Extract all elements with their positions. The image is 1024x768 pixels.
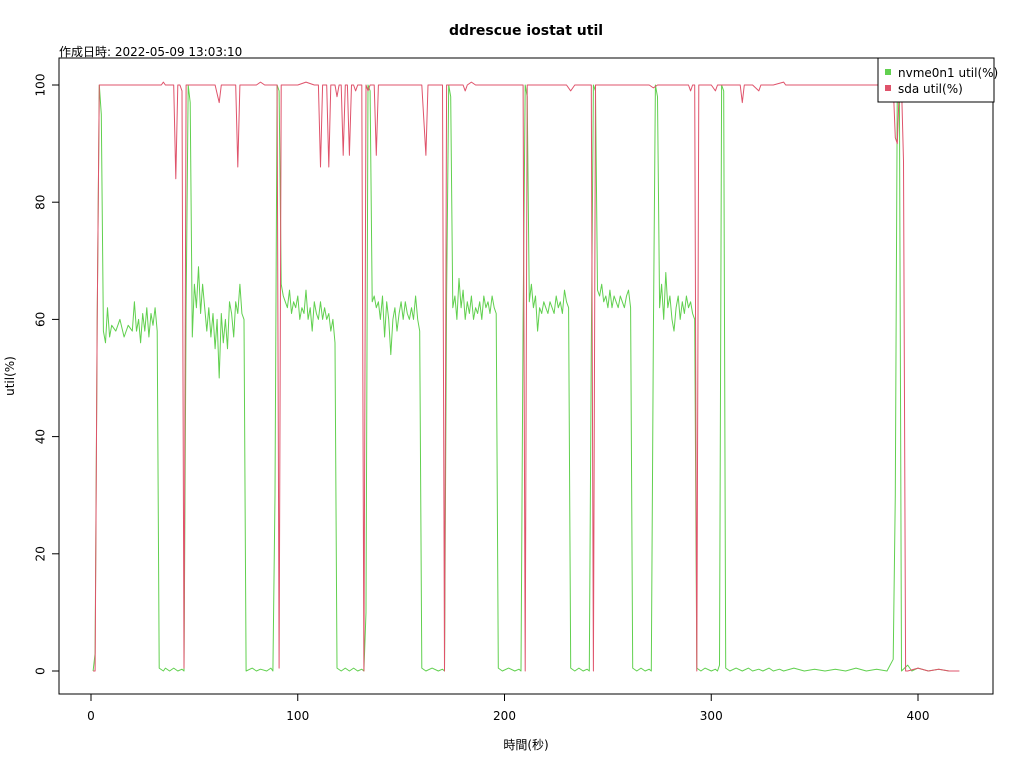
y-tick-label: 40 [34, 429, 48, 444]
y-tick-label: 100 [34, 74, 48, 97]
series-line-nvme0n1 [92, 84, 960, 672]
x-tick-label: 0 [87, 709, 95, 723]
x-axis: 0 100 200 300 400 [87, 693, 930, 723]
x-tick-label: 400 [907, 709, 930, 723]
x-axis-label: 時間(秒) [503, 738, 548, 752]
x-tick-label: 300 [700, 709, 723, 723]
y-tick-label: 0 [34, 667, 48, 675]
series-line-sda [93, 81, 960, 672]
legend-box [877, 57, 995, 103]
chart-subtitle: 作成日時: 2022-05-09 13:03:10 [59, 45, 242, 59]
legend-label-sda: sda util(%) [898, 82, 963, 96]
legend: nvme0n1 util(%) sda util(%) [877, 57, 998, 103]
y-tick-label: 60 [34, 312, 48, 327]
chart-title: ddrescue iostat util [449, 23, 603, 39]
y-tick-label: 20 [34, 546, 48, 561]
legend-swatch-sda [885, 85, 891, 91]
y-axis: 0 20 40 60 80 100 [34, 74, 60, 675]
y-tick-label: 80 [34, 195, 48, 210]
series-layer [92, 81, 960, 672]
x-tick-label: 100 [286, 709, 309, 723]
legend-swatch-nvme0n1 [885, 69, 891, 75]
y-axis-label: util(%) [3, 356, 17, 396]
legend-label-nvme0n1: nvme0n1 util(%) [898, 66, 998, 80]
x-tick-label: 200 [493, 709, 516, 723]
